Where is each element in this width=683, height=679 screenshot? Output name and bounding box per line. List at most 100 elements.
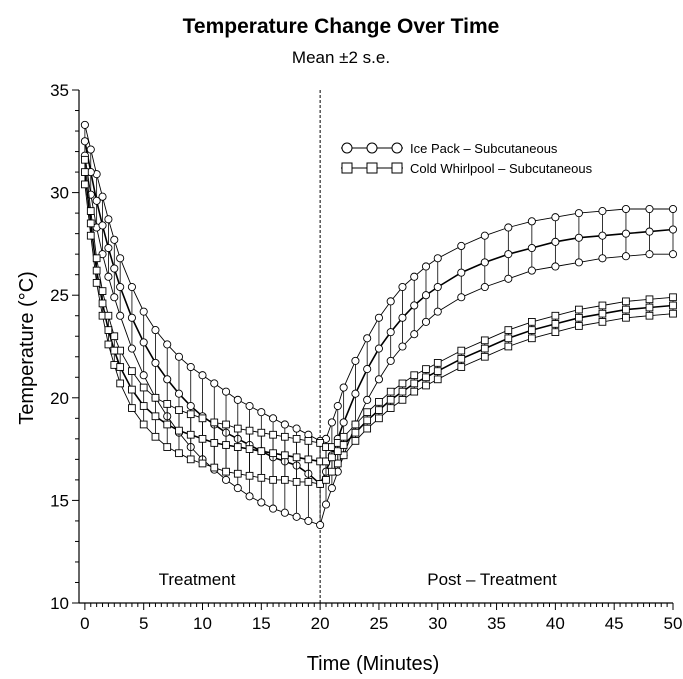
data-point-square — [528, 326, 536, 334]
data-point-square — [433, 367, 442, 375]
data-point-circle — [410, 330, 419, 339]
data-point-circle — [321, 434, 331, 443]
data-point-circle — [621, 229, 631, 238]
data-point-circle — [139, 371, 148, 380]
y-tick-label: 35 — [50, 81, 69, 100]
data-point-square — [410, 379, 419, 388]
data-point-square — [186, 430, 195, 439]
annotation-post-treatment: Post – Treatment — [427, 570, 557, 589]
data-point-square — [575, 322, 583, 330]
data-point-square — [339, 432, 348, 441]
data-point-circle — [174, 352, 184, 361]
data-point-circle — [321, 500, 331, 509]
data-point-square — [386, 396, 395, 404]
data-point-square — [186, 410, 195, 419]
data-point-circle — [151, 358, 160, 367]
data-point-square — [86, 231, 95, 240]
data-point-square — [422, 381, 430, 390]
data-point-circle — [363, 395, 372, 404]
data-point-square — [110, 332, 119, 341]
data-point-circle — [221, 475, 231, 484]
data-point-square — [422, 373, 430, 382]
data-point-square — [433, 359, 442, 367]
data-point-circle — [398, 313, 407, 322]
data-point-square — [128, 367, 136, 375]
data-point-square — [151, 393, 160, 402]
data-point-square — [98, 299, 107, 308]
data-point-square — [104, 340, 113, 349]
data-point-square — [480, 352, 489, 361]
data-point-square — [257, 428, 266, 437]
data-point-square — [269, 430, 277, 439]
data-point-square — [304, 478, 313, 486]
data-point-circle — [398, 282, 407, 292]
data-point-square — [504, 326, 513, 334]
data-point-square — [598, 309, 607, 318]
data-point-circle — [92, 196, 101, 205]
data-point-square — [398, 379, 407, 388]
data-point-square — [398, 387, 407, 396]
data-point-square — [457, 354, 466, 363]
data-point-circle — [233, 395, 242, 404]
data-point-square — [198, 434, 207, 443]
data-point-square — [528, 318, 536, 326]
data-point-circle — [351, 389, 360, 398]
data-point-square — [186, 455, 195, 464]
data-point-circle — [457, 241, 466, 251]
x-tick-label: 10 — [193, 614, 212, 633]
data-point-circle — [116, 311, 125, 320]
mean-line — [84, 172, 674, 463]
data-point-square — [163, 400, 172, 408]
x-tick-label: 20 — [311, 614, 330, 633]
data-point-square — [245, 445, 254, 453]
data-point-square — [104, 311, 113, 320]
data-point-circle — [645, 204, 654, 214]
annotation-treatment: Treatment — [159, 570, 236, 589]
data-point-square — [175, 449, 183, 458]
data-point-square — [645, 303, 654, 312]
data-point-square — [269, 449, 277, 458]
data-point-circle — [186, 401, 195, 411]
data-point-square — [328, 443, 336, 451]
data-point-square — [86, 219, 95, 228]
data-point-circle — [80, 120, 89, 129]
data-point-square — [398, 396, 407, 404]
data-point-square — [480, 336, 489, 345]
data-point-circle — [598, 207, 607, 216]
legend-label-ice-pack: Ice Pack – Subcutaneous — [410, 141, 558, 156]
data-point-square — [551, 320, 560, 328]
data-point-circle — [174, 389, 184, 398]
x-axis-label: Time (Minutes) — [307, 653, 440, 675]
data-point-circle — [233, 484, 242, 493]
data-point-square — [363, 424, 372, 433]
data-point-circle — [280, 420, 289, 429]
data-point-square — [257, 473, 266, 482]
data-point-circle — [163, 375, 172, 384]
data-point-circle — [527, 266, 536, 275]
data-point-square — [410, 387, 419, 396]
data-point-square — [322, 457, 330, 466]
data-point-circle — [551, 213, 560, 222]
x-tick-label: 50 — [664, 614, 683, 633]
data-point-square — [375, 398, 383, 406]
data-point-square — [328, 453, 336, 462]
data-point-square — [551, 311, 560, 320]
mean-line — [84, 141, 674, 486]
upper-bound-line — [84, 159, 674, 448]
data-point-square — [151, 432, 160, 441]
data-point-circle — [574, 209, 583, 218]
data-point-circle — [104, 243, 113, 253]
data-point-square — [81, 155, 89, 164]
data-point-square — [669, 301, 677, 310]
data-point-square — [245, 471, 254, 480]
data-point-circle — [457, 293, 466, 302]
data-point-square — [104, 326, 113, 334]
data-point-square — [163, 420, 172, 429]
data-point-square — [645, 295, 654, 304]
data-point-square — [339, 441, 348, 449]
y-tick-label: 20 — [50, 389, 69, 408]
data-point-circle — [245, 401, 254, 411]
data-point-square — [504, 334, 513, 343]
data-point-circle — [198, 371, 207, 380]
data-point-square — [292, 453, 301, 462]
